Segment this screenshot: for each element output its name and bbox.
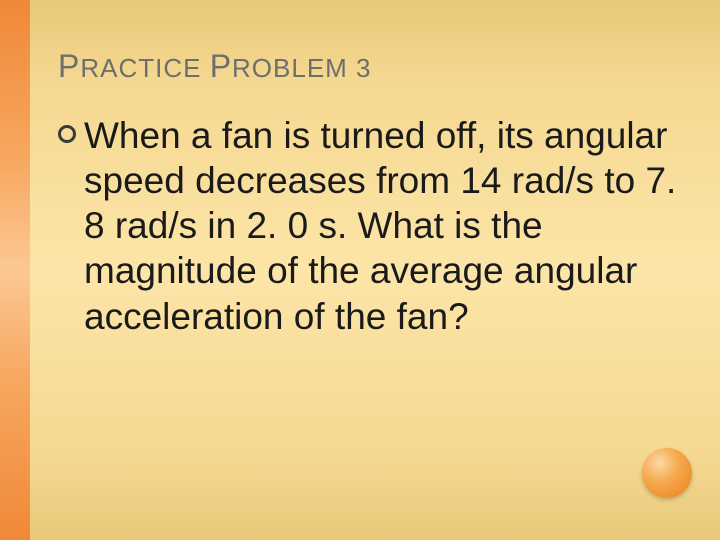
body-row: When a fan is turned off, its angular sp… — [58, 113, 680, 339]
accent-circle-icon — [642, 448, 692, 498]
bullet-icon — [58, 125, 76, 143]
left-accent-band — [0, 0, 30, 540]
slide-content: PRACTICE PROBLEM 3 When a fan is turned … — [30, 0, 720, 540]
problem-text: When a fan is turned off, its angular sp… — [84, 113, 680, 339]
slide-title: PRACTICE PROBLEM 3 — [58, 48, 680, 85]
